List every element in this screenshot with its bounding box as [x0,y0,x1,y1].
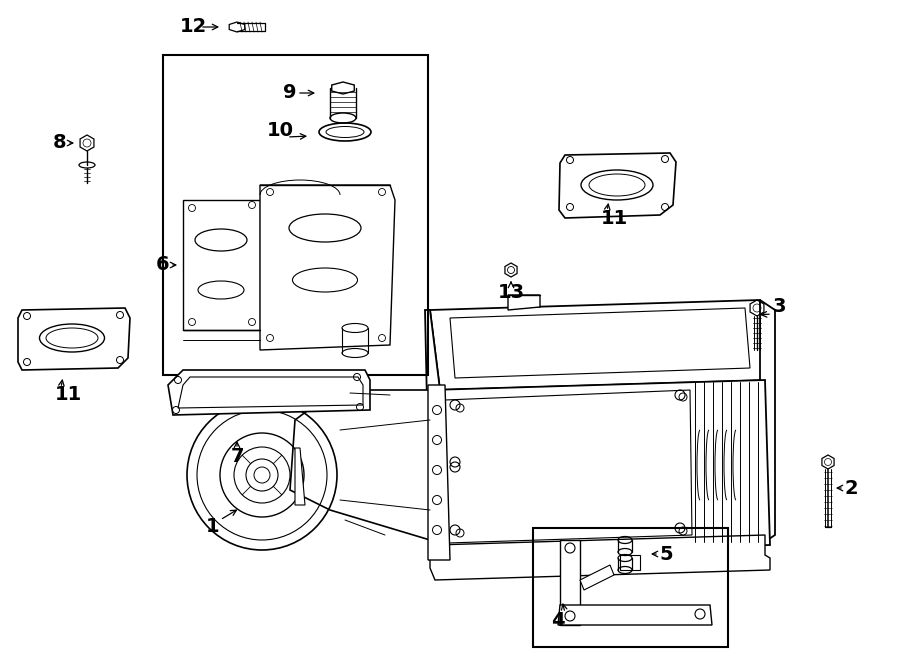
Text: 9: 9 [284,83,297,102]
Polygon shape [508,295,540,310]
Polygon shape [290,390,440,540]
Text: 7: 7 [230,446,244,465]
Polygon shape [760,300,775,545]
Polygon shape [428,385,450,560]
Text: 1: 1 [206,518,220,537]
Polygon shape [425,310,445,545]
Polygon shape [295,448,305,505]
Polygon shape [430,535,770,580]
Polygon shape [260,185,395,350]
Text: 4: 4 [551,611,565,629]
Text: 2: 2 [844,479,858,498]
Polygon shape [560,540,580,625]
Text: 5: 5 [659,545,673,563]
Text: 13: 13 [498,284,525,303]
Polygon shape [430,300,770,390]
Bar [533,528,728,647]
Polygon shape [18,308,130,370]
Text: 10: 10 [266,120,293,139]
Text: 3: 3 [772,297,786,317]
Text: 12: 12 [179,17,207,36]
Polygon shape [430,380,770,555]
Text: 11: 11 [54,385,82,405]
Polygon shape [183,200,260,330]
Text: 6: 6 [157,256,170,274]
Polygon shape [580,565,614,590]
Text: 11: 11 [600,208,627,227]
Text: 8: 8 [53,134,67,153]
Polygon shape [559,153,676,218]
Polygon shape [558,605,712,625]
Polygon shape [168,370,370,415]
Bar [163,55,428,375]
